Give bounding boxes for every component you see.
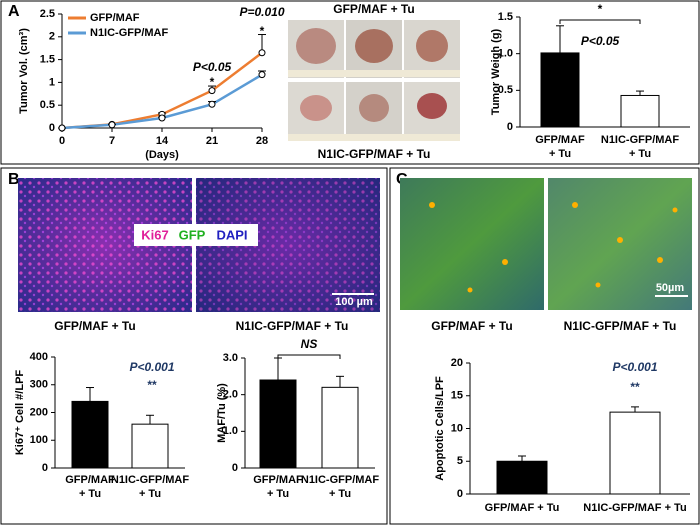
y-tick-label: 1.5 <box>498 11 513 23</box>
stain-label: DAPI <box>216 227 247 242</box>
x-tick-label: + Tu <box>329 488 351 500</box>
x-tick-label: N1IC-GFP/MAF + Tu <box>583 502 686 514</box>
annotation: ** <box>630 380 640 394</box>
x-tick-label: + Tu <box>629 148 651 160</box>
bar <box>259 379 297 469</box>
stain-label: Ki67 <box>141 227 168 242</box>
x-tick-label: N1IC-GFP/MAF <box>111 474 190 486</box>
y-tick-label: 2.0 <box>223 389 238 401</box>
data-point <box>258 71 266 79</box>
y-tick-label: 0.5 <box>498 84 513 96</box>
data-point <box>208 87 216 95</box>
y-tick-label: 0 <box>232 462 238 474</box>
scale-label: 50µm <box>656 282 685 294</box>
y-axis-label: Tumor Vol. (cm³) <box>18 28 30 114</box>
stain-label: GFP <box>179 227 206 242</box>
bar <box>321 386 359 469</box>
annotation: * <box>598 2 603 16</box>
image-caption: N1IC-GFP/MAF + Tu <box>318 147 431 161</box>
x-tick-label: + Tu <box>549 148 571 160</box>
annotation: NS <box>301 337 318 351</box>
data-point <box>158 114 166 122</box>
bar <box>131 423 169 469</box>
y-tick-label: 100 <box>30 434 48 446</box>
y-tick-label: 1.5 <box>40 54 55 66</box>
scale-label: 100 µm <box>335 296 373 308</box>
data-point <box>108 121 116 129</box>
data-point <box>258 49 266 57</box>
annotation: P<0.05 <box>193 60 232 74</box>
bar <box>609 411 661 495</box>
annotation: P=0.010 <box>239 5 284 19</box>
data-point <box>58 124 66 132</box>
y-tick-label: 2.5 <box>40 8 55 20</box>
y-axis-label: MAF/Tu (%) <box>216 383 228 443</box>
y-tick-label: 0 <box>507 121 513 133</box>
data-point <box>208 100 216 108</box>
y-tick-label: 0.5 <box>40 99 55 111</box>
panel-frame <box>0 167 388 525</box>
annotation: * <box>210 75 215 89</box>
y-axis-label: Tumor Weigh (g) <box>490 28 502 115</box>
x-tick-label: GFP/MAF <box>253 474 303 486</box>
image-caption: GFP/MAF + Tu <box>431 319 512 333</box>
image-caption: GFP/MAF + Tu <box>54 319 135 333</box>
ki67-images <box>18 178 380 312</box>
panel-letter: B <box>8 171 20 188</box>
y-tick-label: 300 <box>30 379 48 391</box>
image-caption: N1IC-GFP/MAF + Tu <box>564 319 677 333</box>
y-tick-label: 200 <box>30 406 48 418</box>
tumor-photos <box>288 20 460 141</box>
tunel-images <box>400 178 692 310</box>
significance-bracket <box>277 354 341 359</box>
significance-bracket <box>559 19 641 24</box>
y-axis-label: Apoptotic Cells/LPF <box>434 376 446 481</box>
annotation: P<0.001 <box>129 360 174 374</box>
annotation: P<0.05 <box>581 34 620 48</box>
y-tick-label: 5 <box>457 455 463 467</box>
y-tick-label: 15 <box>451 390 463 402</box>
y-tick-label: 1 <box>49 76 55 88</box>
x-tick-label: 7 <box>109 135 115 147</box>
bar <box>71 400 109 469</box>
annotation: ** <box>147 378 157 392</box>
x-tick-label: N1IC-GFP/MAF <box>601 134 680 146</box>
legend-label: GFP/MAF <box>90 12 140 24</box>
panel-letter: A <box>8 3 20 20</box>
x-tick-label: + Tu <box>267 488 289 500</box>
y-tick-label: 20 <box>451 357 463 369</box>
annotation: * <box>260 24 265 38</box>
x-tick-label: + Tu <box>79 488 101 500</box>
x-tick-label: + Tu <box>139 488 161 500</box>
image-caption: N1IC-GFP/MAF + Tu <box>236 319 349 333</box>
legend-label: N1IC-GFP/MAF <box>90 27 169 39</box>
image-caption: GFP/MAF + Tu <box>333 2 414 16</box>
x-tick-label: 28 <box>256 135 268 147</box>
y-tick-label: 0 <box>457 488 463 500</box>
x-tick-label: GFP/MAF + Tu <box>485 502 560 514</box>
y-tick-label: 1.0 <box>498 48 513 60</box>
x-tick-label: GFP/MAF <box>65 474 115 486</box>
y-tick-label: 0 <box>49 122 55 134</box>
x-axis-label: (Days) <box>145 149 179 161</box>
bar <box>620 94 660 128</box>
y-axis-label: Ki67⁺ Cell #/LPF <box>14 370 26 456</box>
x-tick-label: GFP/MAF <box>535 134 585 146</box>
y-tick-label: 3.0 <box>223 352 238 364</box>
y-tick-label: 10 <box>451 422 463 434</box>
y-tick-label: 400 <box>30 351 48 363</box>
annotation: P<0.001 <box>612 360 657 374</box>
y-tick-label: 2 <box>49 31 55 43</box>
panel-frame <box>0 0 700 165</box>
bar <box>540 52 580 128</box>
bar <box>496 460 548 495</box>
panel-frame <box>389 167 700 525</box>
x-tick-label: 0 <box>59 135 65 147</box>
y-tick-label: 1.0 <box>223 425 238 437</box>
x-tick-label: 21 <box>206 135 218 147</box>
x-tick-label: 14 <box>156 135 169 147</box>
y-tick-label: 0 <box>42 462 48 474</box>
x-tick-label: N1IC-GFP/MAF <box>301 474 380 486</box>
